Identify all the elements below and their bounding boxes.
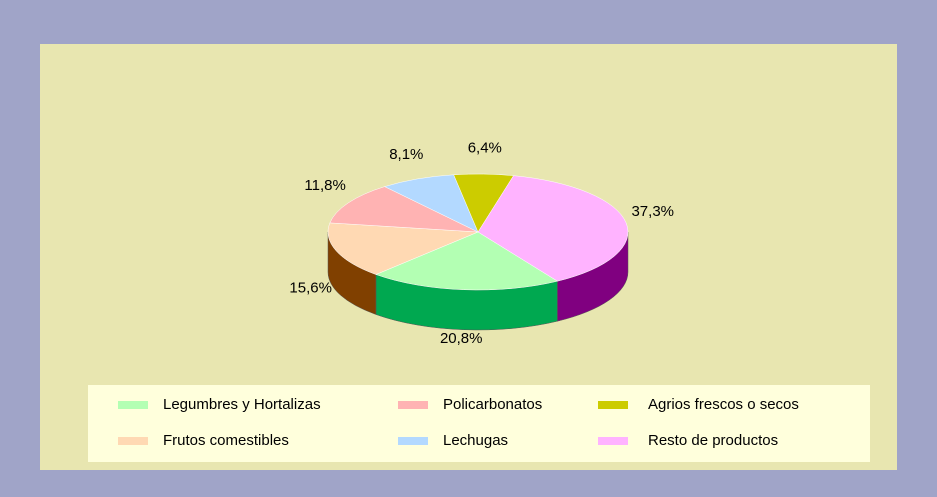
- legend-swatch: [118, 437, 148, 445]
- legend-label: Legumbres y Hortalizas: [163, 396, 321, 413]
- legend-swatch: [118, 401, 148, 409]
- legend-box: [88, 385, 870, 462]
- legend-swatch: [598, 437, 628, 445]
- slice: [329, 186, 479, 233]
- data-label: 37,3%: [631, 203, 674, 220]
- legend-label: Agrios frescos o secos: [648, 396, 799, 413]
- data-label: 20,8%: [440, 330, 483, 347]
- data-label: 15,6%: [289, 280, 332, 297]
- slice: [477, 175, 629, 282]
- legend-swatch: [598, 401, 628, 409]
- legend-label: Resto de productos: [648, 432, 778, 449]
- data-label: 8,1%: [389, 146, 423, 163]
- legend-label: Lechugas: [443, 432, 508, 449]
- slice: [327, 222, 479, 275]
- data-label: 11,8%: [304, 177, 345, 194]
- data-label: 6,4%: [468, 140, 502, 157]
- legend-swatch: [398, 401, 428, 409]
- legend-swatch: [398, 437, 428, 445]
- legend-label: Frutos comestibles: [163, 432, 289, 449]
- legend-label: Policarbonatos: [443, 396, 542, 413]
- slice: [375, 231, 559, 291]
